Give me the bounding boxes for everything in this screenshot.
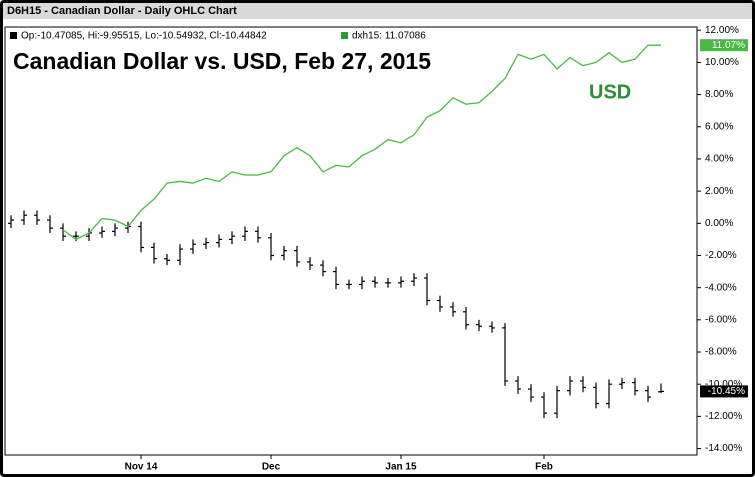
chart-title: Canadian Dollar vs. USD, Feb 27, 2015	[13, 48, 431, 74]
y-tick-label: 6.00%	[705, 121, 733, 132]
line-series	[62, 44, 662, 241]
annotation: USD	[589, 81, 631, 103]
x-tick-label: Feb	[535, 462, 553, 473]
y-tick-label: -4.00%	[705, 282, 737, 293]
overlay-swatch	[341, 32, 348, 39]
y-tick-label: 12.00%	[705, 25, 739, 36]
y-tick-label: -12.00%	[705, 411, 742, 422]
y-tick-label: 0.00%	[705, 218, 733, 229]
ohlc-readout: Op:-10.47085, Hi:-9.95515, Lo:-10.54932,…	[21, 31, 267, 42]
y-tick-label: -14.00%	[705, 443, 742, 454]
y-tick-label: -6.00%	[705, 314, 737, 325]
chart: Op:-10.47085, Hi:-9.95515, Lo:-10.54932,…	[4, 25, 748, 473]
ohlc-swatch	[10, 32, 17, 39]
y-tick-label: 10.00%	[705, 57, 739, 68]
last-value-label: -10.45%	[708, 386, 745, 397]
last-value-box	[700, 385, 748, 398]
window-title: D6H15 - Canadian Dollar - Daily OHLC Cha…	[3, 3, 752, 19]
y-tick-label: -2.00%	[705, 250, 737, 261]
y-tick-label: -10.00%	[705, 379, 742, 390]
x-tick-label: Jan 15	[385, 462, 417, 473]
overlay-readout: dxh15: 11.07086	[352, 31, 426, 42]
last-value-box	[700, 39, 748, 52]
x-tick-label: Dec	[262, 462, 281, 473]
x-tick-label: Nov 14	[125, 462, 158, 473]
y-tick-label: 8.00%	[705, 89, 733, 100]
y-tick-label: -8.00%	[705, 347, 737, 358]
plot-frame	[4, 26, 698, 456]
last-value-label: 11.07%	[712, 40, 745, 51]
y-tick-label: 4.00%	[705, 154, 733, 165]
y-tick-label: 2.00%	[705, 186, 733, 197]
